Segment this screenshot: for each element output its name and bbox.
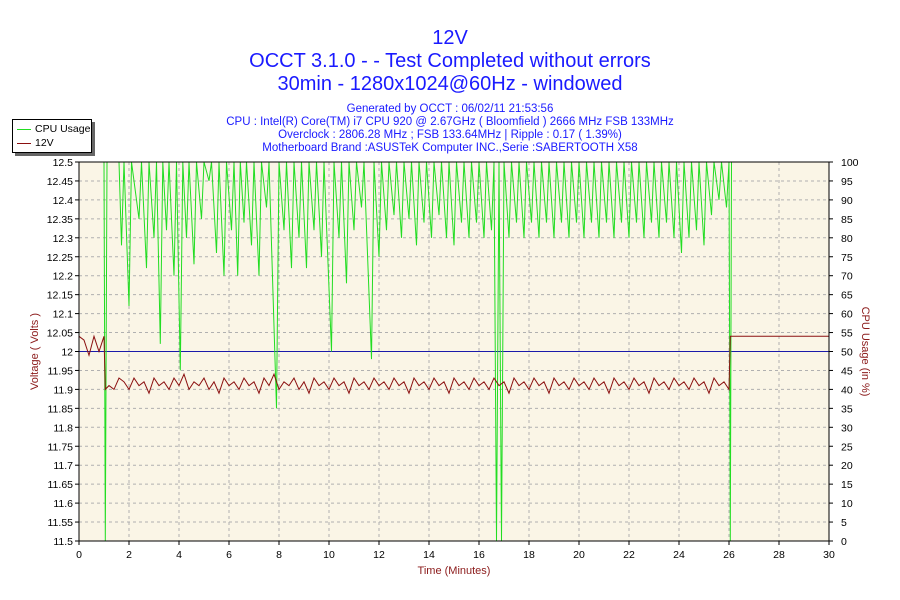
- y-left-tick-label: 12.1: [53, 309, 74, 321]
- y-left-tick-label: 12.4: [53, 195, 74, 207]
- x-tick-label: 28: [773, 549, 785, 561]
- y-right-tick-label: 30: [841, 422, 853, 434]
- y-left-tick-label: 12.45: [47, 176, 73, 188]
- series-line-cpu-usage: [79, 161, 732, 542]
- x-tick-label: 24: [673, 549, 685, 561]
- x-tick-label: 10: [323, 549, 335, 561]
- x-tick-label: 12: [373, 549, 385, 561]
- y-left-tick-label: 12.35: [47, 214, 73, 226]
- y-right-tick-label: 50: [841, 347, 853, 359]
- y-right-tick-label: 70: [841, 271, 853, 283]
- y-left-tick-label: 12.05: [47, 328, 73, 340]
- legend-item-cpu: CPU Usage: [17, 123, 90, 136]
- y-right-tick-label: 95: [841, 176, 853, 188]
- chart-title: 12V: [432, 27, 468, 49]
- y-left-tick-label: 11.85: [48, 403, 74, 415]
- y-left-tick-label: 11.65: [48, 479, 74, 491]
- y-right-tick-label: 15: [841, 479, 853, 491]
- legend-label-12v: 12V: [35, 137, 54, 149]
- info-generated: Generated by OCCT : 06/02/11 21:53:56: [346, 103, 554, 115]
- info-overclock: Overclock : 2806.28 MHz ; FSB 133.64MHz …: [278, 129, 622, 141]
- y-right-tick-label: 80: [841, 233, 853, 245]
- y-left-tick-label: 12.3: [53, 233, 74, 245]
- y-left-tick-label: 12.5: [53, 157, 74, 169]
- x-tick-label: 8: [276, 549, 282, 561]
- x-tick-label: 4: [176, 549, 182, 561]
- x-tick-label: 16: [473, 549, 485, 561]
- legend-item-12v: 12V: [17, 137, 54, 150]
- y-right-tick-label: 5: [841, 517, 847, 529]
- y-right-tick-label: 85: [841, 214, 853, 226]
- y-left-tick-label: 11.9: [53, 384, 73, 396]
- legend-label-cpu: CPU Usage: [35, 123, 91, 135]
- series-line-12v: [78, 334, 829, 395]
- y-left-tick-label: 12: [61, 347, 73, 359]
- x-tick-label: 14: [423, 549, 435, 561]
- x-tick-label: 0: [76, 549, 82, 561]
- y-left-axis-label: Voltage ( Volts ): [29, 313, 41, 390]
- x-axis-label: Time (Minutes): [418, 565, 491, 577]
- x-tick-label: 18: [523, 549, 535, 561]
- y-right-tick-label: 55: [841, 328, 853, 340]
- x-tick-label: 30: [823, 549, 835, 561]
- y-left-tick-label: 12.25: [47, 252, 73, 264]
- y-left-tick-label: 11.7: [53, 460, 73, 472]
- y-right-tick-label: 0: [841, 536, 847, 548]
- info-motherboard: Motherboard Brand :ASUSTeK Computer INC.…: [262, 142, 638, 154]
- y-right-tick-label: 75: [841, 252, 853, 264]
- legend-swatch-cpu: [17, 128, 31, 130]
- y-right-tick-label: 45: [841, 365, 853, 377]
- chart-subtitle-test: OCCT 3.1.0 - - Test Completed without er…: [249, 50, 651, 72]
- x-tick-label: 20: [573, 549, 585, 561]
- x-tick-label: 2: [126, 549, 132, 561]
- y-right-axis-label: CPU Usage (in %): [859, 307, 871, 397]
- y-left-tick-label: 11.5: [53, 536, 73, 548]
- y-left-tick-label: 12.2: [53, 271, 74, 283]
- y-left-tick-label: 11.6: [53, 498, 73, 510]
- y-right-tick-label: 40: [841, 384, 853, 396]
- y-right-tick-label: 35: [841, 403, 853, 415]
- x-tick-label: 6: [226, 549, 232, 561]
- y-right-tick-label: 25: [841, 441, 853, 453]
- legend-swatch-12v: [17, 142, 31, 144]
- y-left-tick-label: 11.75: [48, 441, 74, 453]
- y-right-tick-label: 10: [841, 498, 853, 510]
- y-right-tick-label: 90: [841, 195, 853, 207]
- y-left-tick-label: 11.95: [48, 365, 74, 377]
- y-right-tick-label: 60: [841, 309, 853, 321]
- y-right-tick-label: 20: [841, 460, 853, 472]
- y-left-tick-label: 11.55: [48, 517, 74, 529]
- plot-frame: [78, 161, 830, 542]
- y-right-tick-label: 65: [841, 290, 853, 302]
- x-tick-label: 26: [723, 549, 735, 561]
- y-right-tick-label: 100: [841, 157, 859, 169]
- legend: CPU Usage 12V: [12, 119, 92, 153]
- x-tick-label: 22: [623, 549, 635, 561]
- chart-subtitle-mode: 30min - 1280x1024@60Hz - windowed: [277, 73, 623, 95]
- y-left-tick-label: 11.8: [53, 422, 73, 434]
- info-cpu: CPU : Intel(R) Core(TM) i7 CPU 920 @ 2.6…: [226, 116, 674, 128]
- y-left-tick-label: 12.15: [47, 290, 73, 302]
